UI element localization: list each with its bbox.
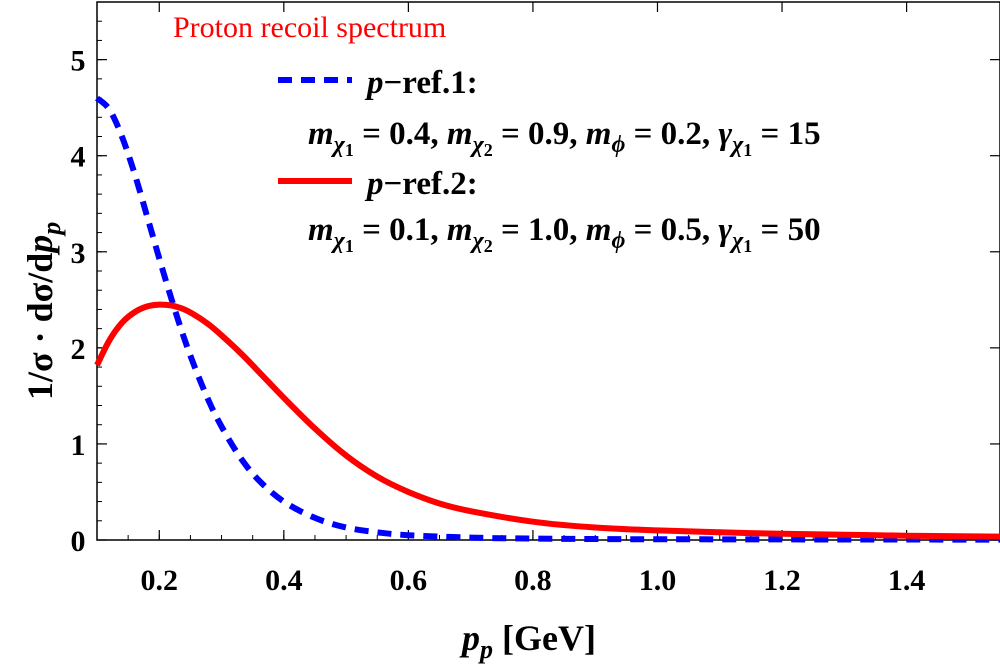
- y-axis-title: 1/σ · dσ/dpp: [20, 222, 66, 400]
- x-axis-title: pp [GeV]: [459, 618, 596, 664]
- x-tick-label: 0.4: [265, 564, 303, 597]
- y-tick-labels: 0 1 2 3 4 5: [71, 45, 86, 558]
- legend-ref1-rest: −ref.1:: [384, 65, 478, 101]
- legend-ref2-rest: −ref.2:: [384, 166, 478, 202]
- chart-title: Proton recoil spectrum: [173, 11, 446, 44]
- legend-label-ref2: p−ref.2:: [364, 166, 478, 202]
- ref2-m2: 1.0: [528, 212, 569, 248]
- legend-ref1-symbol: p: [364, 65, 384, 101]
- x-tick-label: 1.2: [763, 564, 801, 597]
- y-tick-label: 2: [71, 333, 86, 366]
- legend-params-ref2: mχ1 = 0.1, mχ2 = 1.0, mϕ = 0.5, γχ1 = 50: [308, 212, 821, 256]
- x-tick-label: 1.4: [888, 564, 926, 597]
- y-tick-label: 4: [71, 141, 86, 174]
- ref2-m1: 0.1: [389, 212, 430, 248]
- legend-label-ref1: p−ref.1:: [364, 65, 478, 101]
- y-tick-label: 1: [71, 429, 86, 462]
- y-tick-label: 5: [71, 45, 86, 78]
- x-tick-labels: 0.2 0.4 0.6 0.8 1.0 1.2 1.4: [141, 564, 926, 597]
- x-tick-label: 1.0: [639, 564, 677, 597]
- series-line-ref1: [94, 95, 1000, 543]
- legend-params-ref1: mχ1 = 0.4, mχ2 = 0.9, mϕ = 0.2, γχ1 = 15: [308, 116, 821, 160]
- y-tick-label: 3: [71, 237, 86, 270]
- tick-marks: [96, 2, 1000, 541]
- ref1-mphi: 0.2: [661, 116, 702, 152]
- ref1-gamma: 15: [788, 116, 821, 152]
- ref1-m1: 0.4: [389, 116, 430, 152]
- legend-ref2-symbol: p: [364, 166, 384, 202]
- x-tick-label: 0.2: [141, 564, 179, 597]
- ref2-gamma: 50: [788, 212, 821, 248]
- x-tick-label: 0.8: [514, 564, 552, 597]
- plot-frame: [96, 1, 1000, 541]
- series-layer: [94, 95, 1000, 543]
- x-tick-label: 0.6: [390, 564, 428, 597]
- series-line-ref2: [94, 301, 1000, 540]
- y-tick-label: 0: [71, 525, 86, 558]
- ref2-mphi: 0.5: [661, 212, 702, 248]
- ref1-m2: 0.9: [528, 116, 569, 152]
